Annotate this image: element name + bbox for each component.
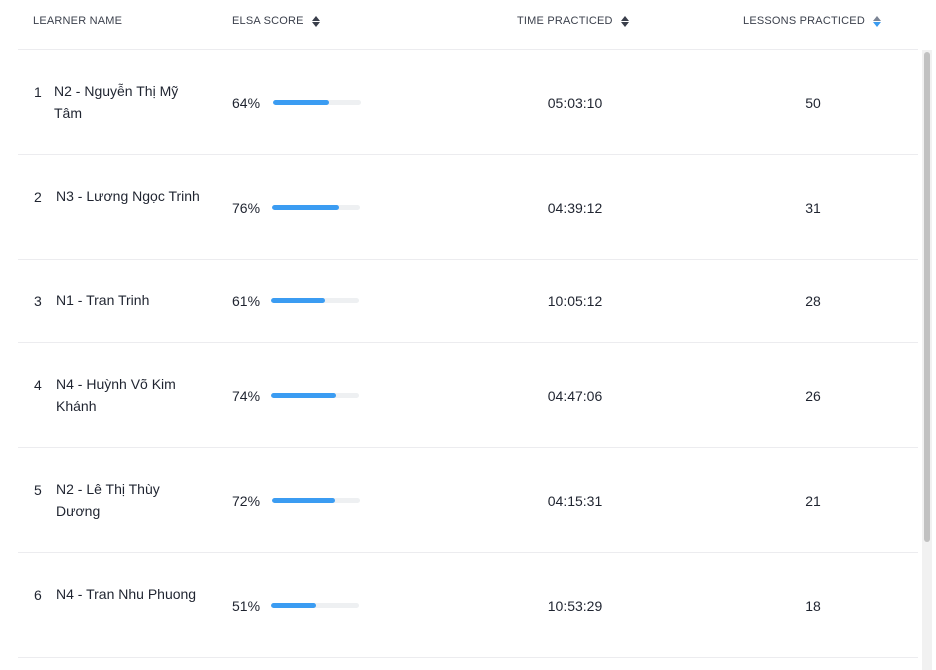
time-practiced: 04:47:06 bbox=[547, 388, 603, 404]
elsa-score-percent: 74% bbox=[232, 388, 261, 404]
time-practiced: 05:03:10 bbox=[547, 95, 603, 111]
table-row[interactable]: 4 N4 - Huỳnh Võ Kim Khánh 74% 04:47:06 2… bbox=[18, 343, 918, 448]
time-practiced: 04:39:12 bbox=[547, 200, 603, 216]
elsa-score-percent: 64% bbox=[232, 95, 261, 111]
learner-name: N4 - Tran Nhu Phuong bbox=[56, 586, 197, 602]
vertical-scrollbar[interactable] bbox=[922, 50, 932, 670]
elsa-score-bar bbox=[272, 205, 360, 210]
row-rank: 4 bbox=[34, 377, 42, 393]
time-practiced: 04:15:31 bbox=[547, 493, 603, 509]
elsa-score-bar bbox=[271, 298, 359, 303]
header-learner-name-label: LEARNER NAME bbox=[33, 15, 123, 27]
elsa-score-bar bbox=[272, 498, 360, 503]
header-time-practiced[interactable]: TIME PRACTICED bbox=[517, 15, 629, 27]
elsa-score-bar bbox=[271, 393, 359, 398]
elsa-score-percent: 61% bbox=[232, 293, 261, 309]
lessons-practiced: 26 bbox=[805, 388, 821, 404]
row-rank: 1 bbox=[34, 84, 42, 100]
sort-desc-active-icon[interactable] bbox=[872, 15, 881, 27]
row-rank: 2 bbox=[34, 189, 42, 205]
table-row[interactable]: 5 N2 - Lê Thị Thùy Dương 72% 04:15:31 21 bbox=[18, 448, 918, 553]
table-row[interactable]: 3 N1 - Tran Trinh 61% 10:05:12 28 bbox=[18, 260, 918, 343]
sort-icon[interactable] bbox=[620, 15, 629, 27]
elsa-score-bar-fill bbox=[271, 603, 316, 608]
elsa-score-bar-fill bbox=[272, 205, 339, 210]
table-row[interactable]: 6 N4 - Tran Nhu Phuong 51% 10:53:29 18 bbox=[18, 553, 918, 658]
lessons-practiced: 31 bbox=[805, 200, 821, 216]
table-header: LEARNER NAME ELSA SCORE TIME PRACTICED L… bbox=[18, 0, 918, 50]
header-elsa-score-label: ELSA SCORE bbox=[232, 15, 304, 27]
time-practiced: 10:05:12 bbox=[547, 293, 603, 309]
row-rank: 5 bbox=[34, 482, 42, 498]
elsa-score-bar-fill bbox=[271, 393, 337, 398]
elsa-score-bar-fill bbox=[272, 498, 336, 503]
header-time-practiced-label: TIME PRACTICED bbox=[517, 15, 613, 27]
elsa-score-bar bbox=[273, 100, 361, 105]
elsa-score-percent: 72% bbox=[232, 493, 261, 509]
sort-icon[interactable] bbox=[311, 15, 320, 27]
learner-name: N2 - Nguyễn Thị Mỹ Tâm bbox=[54, 83, 179, 121]
scrollbar-thumb[interactable] bbox=[924, 52, 930, 542]
header-learner-name: LEARNER NAME bbox=[33, 15, 122, 27]
header-elsa-score[interactable]: ELSA SCORE bbox=[232, 15, 320, 27]
lessons-practiced: 21 bbox=[805, 493, 821, 509]
learner-name: N4 - Huỳnh Võ Kim Khánh bbox=[56, 376, 176, 414]
learner-name: N3 - Lương Ngọc Trinh bbox=[56, 188, 200, 204]
header-lessons-practiced-label: LESSONS PRACTICED bbox=[743, 15, 865, 27]
lessons-practiced: 18 bbox=[805, 598, 821, 614]
lessons-practiced: 50 bbox=[805, 95, 821, 111]
elsa-score-bar-fill bbox=[271, 298, 325, 303]
table-row[interactable]: 2 N3 - Lương Ngọc Trinh 76% 04:39:12 31 bbox=[18, 155, 918, 260]
lessons-practiced: 28 bbox=[805, 293, 821, 309]
header-lessons-practiced[interactable]: LESSONS PRACTICED bbox=[743, 15, 881, 27]
learners-table: LEARNER NAME ELSA SCORE TIME PRACTICED L… bbox=[18, 0, 918, 658]
elsa-score-bar bbox=[271, 603, 359, 608]
learner-name: N1 - Tran Trinh bbox=[56, 292, 150, 308]
row-rank: 6 bbox=[34, 587, 42, 603]
elsa-score-percent: 76% bbox=[232, 200, 261, 216]
elsa-score-bar-fill bbox=[273, 100, 330, 105]
elsa-score-percent: 51% bbox=[232, 598, 261, 614]
row-rank: 3 bbox=[34, 293, 42, 309]
learner-name: N2 - Lê Thị Thùy Dương bbox=[56, 481, 160, 519]
table-row[interactable]: 1 N2 - Nguyễn Thị Mỹ Tâm 64% 05:03:10 50 bbox=[18, 50, 918, 155]
time-practiced: 10:53:29 bbox=[547, 598, 603, 614]
